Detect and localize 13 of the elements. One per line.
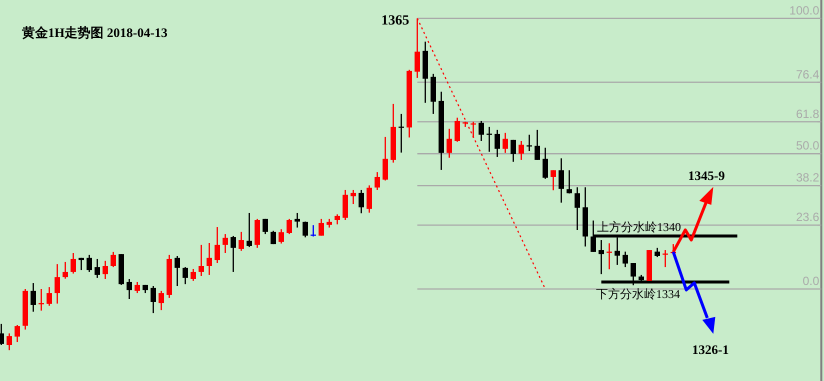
y-tick-label: 100.0 — [789, 3, 820, 18]
annotation: 1345-9 — [688, 168, 725, 183]
y-tick-label: 38.2 — [796, 170, 820, 185]
y-tick-label: 0.0 — [802, 274, 820, 288]
title: 黄金1H走势图 2018-04-13 — [22, 25, 168, 40]
y-tick-label: 76.4 — [796, 67, 820, 82]
annotation: 1365 — [381, 13, 410, 28]
y-tick-label: 50.0 — [796, 138, 820, 153]
annotation: 下方分水岭1334 — [596, 287, 680, 301]
y-tick-label: 61.8 — [796, 106, 820, 121]
annotation: 上方分水岭1340 — [597, 220, 681, 234]
annotation: 1326-1 — [692, 342, 729, 357]
y-tick-label: 23.6 — [796, 210, 820, 224]
